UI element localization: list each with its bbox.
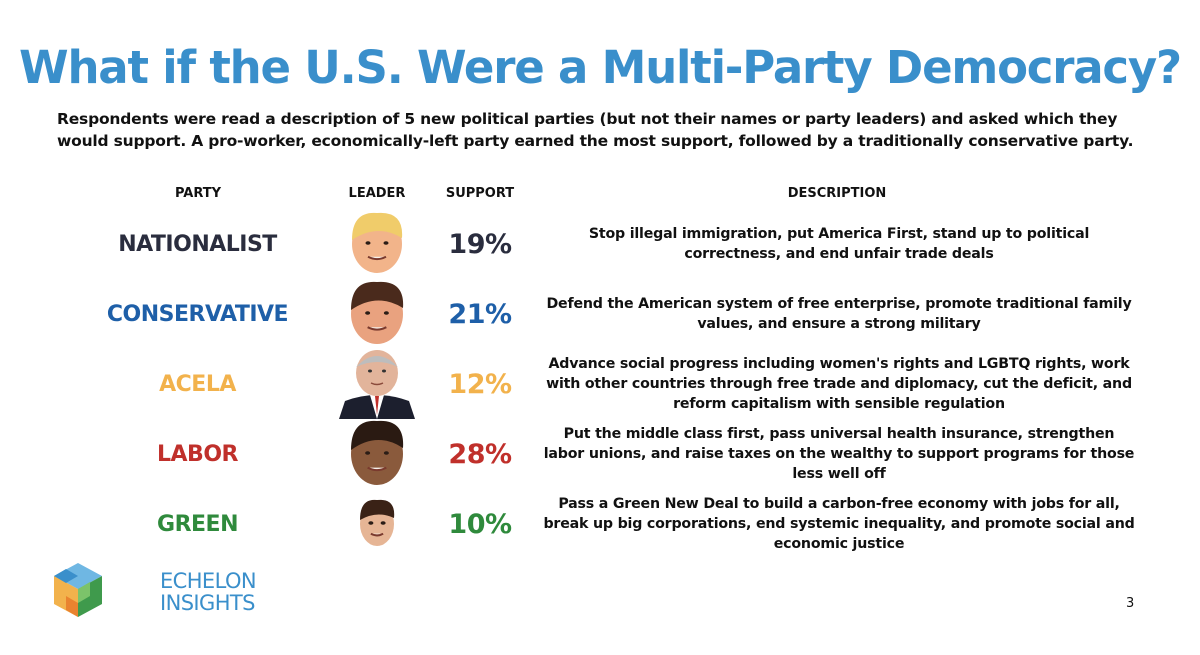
party-name: LABOR: [157, 441, 238, 467]
leader-portrait: [337, 419, 417, 489]
logo-text-line1: ECHELON: [160, 569, 257, 593]
party-name: CONSERVATIVE: [106, 301, 289, 327]
column-header-party: PARTY: [174, 186, 222, 201]
column-header-leader: LEADER: [348, 186, 406, 201]
party-name: GREEN: [157, 511, 238, 537]
party-description: Put the middle class first, pass univers…: [543, 426, 1135, 482]
leader-portrait: [337, 349, 417, 419]
party-row: NATIONALIST 19% Stop illegal immigration, …: [0, 209, 1200, 279]
echelon-insights-logo: ECHELON INSIGHTS: [52, 561, 257, 621]
support-value: 28%: [448, 438, 512, 470]
page-title: What if the U.S. Were a Multi-Party Demo…: [19, 41, 1182, 94]
column-header-support: SUPPORT: [445, 186, 515, 201]
party-description: Stop illegal immigration, put America Fi…: [588, 226, 1090, 262]
leader-face-icon: [351, 281, 404, 344]
support-value: 10%: [448, 508, 512, 540]
party-description: Pass a Green New Deal to build a carbon-…: [543, 496, 1135, 552]
leader-portrait: [337, 489, 417, 559]
party-description: Defend the American system of free enter…: [546, 296, 1132, 332]
leader-face-icon: [360, 499, 395, 546]
party-row: LABOR 28% Put the middle class first, pass…: [0, 419, 1200, 489]
support-value: 19%: [448, 228, 512, 260]
page-number: 3: [1126, 596, 1135, 611]
page-subtitle: Respondents were read a description of 5…: [57, 110, 1134, 150]
party-name: ACELA: [159, 371, 236, 397]
column-header-description: DESCRIPTION: [787, 186, 887, 201]
party-description: Advance social progress including women'…: [546, 356, 1132, 412]
party-row: ACELA 12% Advance social progress includin…: [0, 349, 1200, 419]
leader-portrait: [337, 209, 417, 279]
party-name: NATIONALIST: [118, 231, 277, 257]
party-row: CONSERVATIVE 21% Defend the American syste…: [0, 279, 1200, 349]
support-value: 12%: [448, 368, 512, 400]
leader-face-icon: [352, 212, 403, 273]
leader-face-icon: [339, 350, 415, 419]
hexagon-logo-icon: [54, 563, 102, 617]
support-value: 21%: [448, 298, 512, 330]
party-row: GREEN 10% Pass a Green New Deal to build a…: [0, 489, 1200, 559]
logo-text-line2: INSIGHTS: [160, 591, 255, 615]
leader-face-icon: [351, 420, 404, 485]
leader-portrait: [337, 279, 417, 349]
